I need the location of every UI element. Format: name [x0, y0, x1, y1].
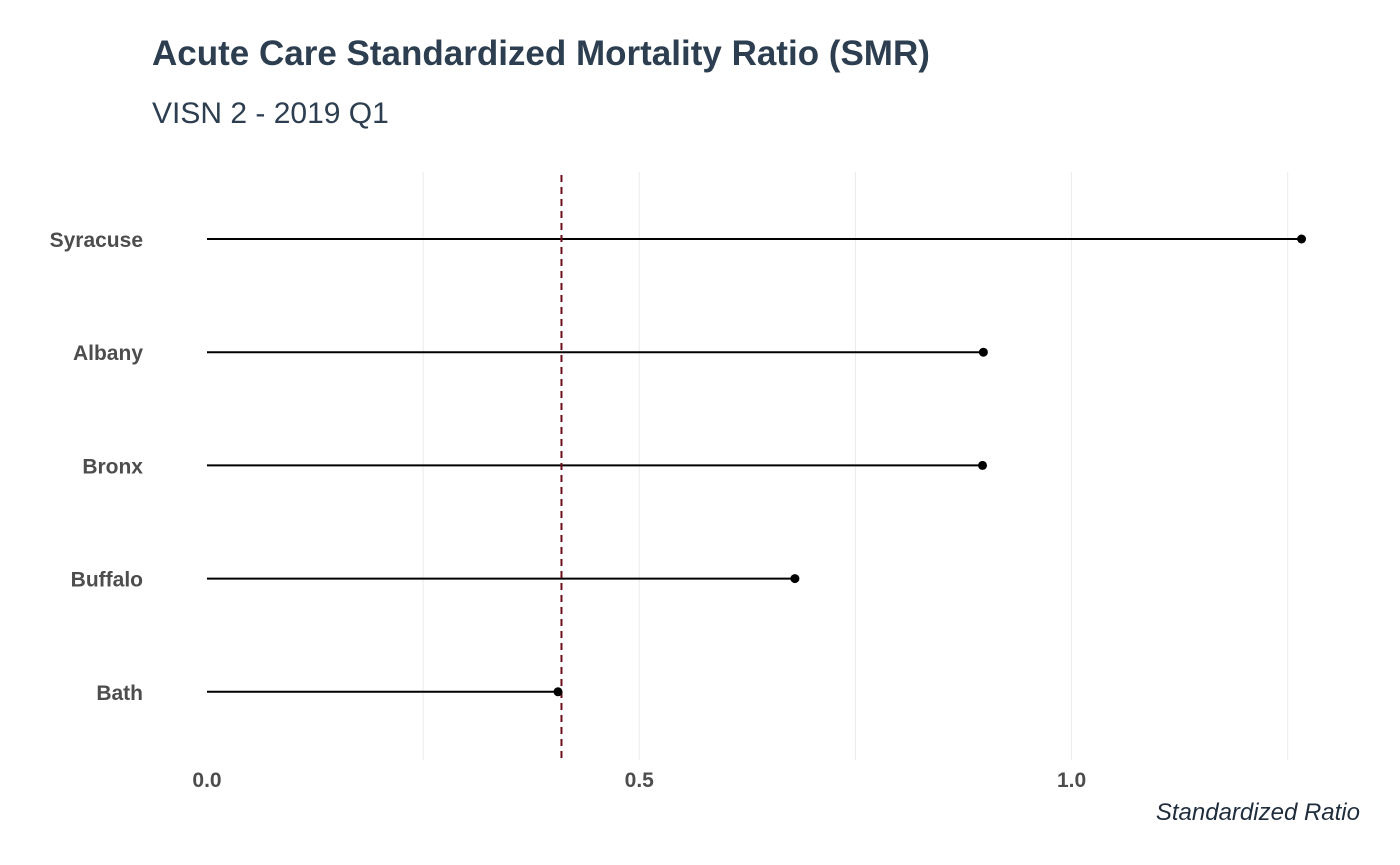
x-tick-labels: 0.0 0.5 1.0	[192, 769, 1086, 792]
lollipop-point	[790, 574, 800, 584]
category-label: Bath	[96, 682, 143, 705]
x-tick-label: 1.0	[1057, 769, 1086, 792]
chart-title: Acute Care Standardized Mortality Ratio …	[152, 34, 930, 73]
lollipop-point	[978, 347, 988, 357]
lollipop-points	[553, 234, 1307, 697]
lollipop-point	[553, 687, 563, 697]
x-tick-label: 0.0	[192, 769, 221, 792]
category-label: Albany	[73, 342, 143, 365]
category-label: Buffalo	[71, 569, 143, 592]
lollipop-sticks	[207, 238, 1302, 693]
x-tick-label: 0.5	[625, 769, 655, 792]
lollipop-point	[1297, 234, 1307, 244]
chart-subtitle: VISN 2 - 2019 Q1	[152, 97, 389, 130]
category-label: Syracuse	[50, 229, 143, 252]
lollipop-point	[978, 460, 988, 470]
x-axis-title: Standardized Ratio	[1156, 799, 1360, 826]
category-labels: Syracuse Albany Bronx Buffalo Bath	[50, 229, 144, 705]
category-label: Bronx	[82, 455, 143, 478]
